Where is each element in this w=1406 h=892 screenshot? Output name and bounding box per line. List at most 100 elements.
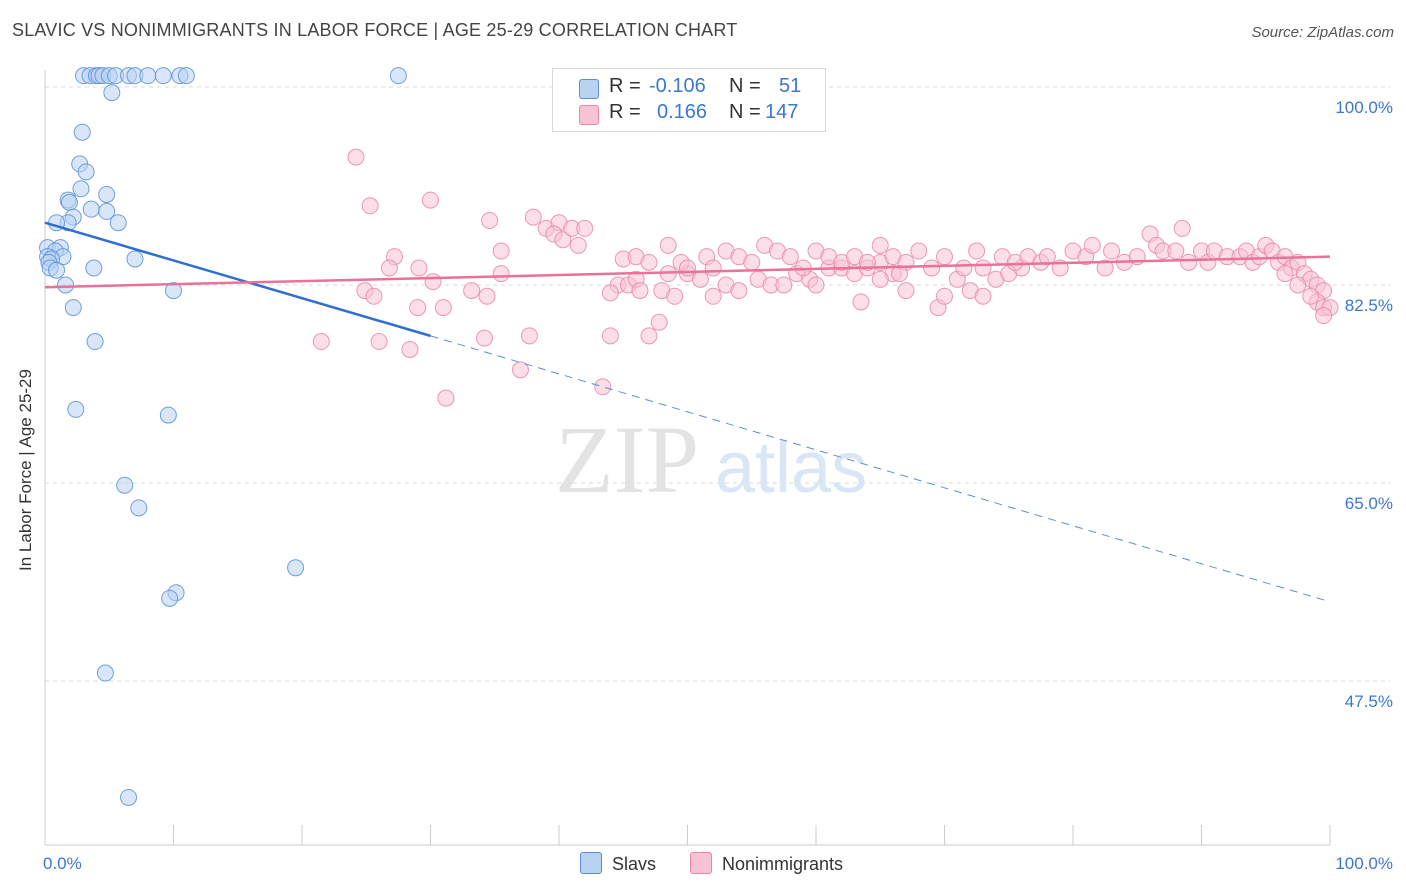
- nonimmigrants-point: [936, 248, 953, 266]
- slavs-trend-extension: [430, 335, 1331, 603]
- nonimmigrants-point: [974, 287, 992, 305]
- slavs-point: [389, 67, 407, 85]
- trend-lines: [44, 221, 1331, 603]
- slavs-point: [126, 250, 144, 268]
- nonimmigrants-point: [807, 276, 825, 294]
- slavs-point: [82, 200, 100, 218]
- slavs-point: [116, 476, 134, 494]
- nonimmigrants-point: [631, 282, 649, 300]
- nonimmigrants-point: [601, 284, 619, 302]
- slavs-point: [109, 214, 127, 232]
- nonimmigrants-point: [1167, 242, 1185, 260]
- nonimmigrants-trend-line: [44, 255, 1331, 289]
- nonimmigrants-point: [1180, 253, 1198, 271]
- slavs-point: [161, 589, 179, 607]
- nonimmigrants-point: [401, 340, 419, 358]
- slavs-point: [120, 788, 138, 806]
- nonimmigrants-point: [1302, 287, 1320, 305]
- x-tick-label-min: 0.0%: [43, 854, 82, 873]
- axes: [44, 70, 1331, 846]
- y-tick-label: 47.5%: [1345, 692, 1393, 711]
- nonimmigrants-point: [1173, 219, 1191, 237]
- nonimmigrants-point: [594, 378, 612, 396]
- nonimmigrants-point: [871, 270, 889, 288]
- nonimmigrants-point: [478, 287, 496, 305]
- y-tick-label: 82.5%: [1345, 296, 1393, 315]
- nonimmigrants-point: [852, 293, 870, 311]
- chart-title: SLAVIC VS NONIMMIGRANTS IN LABOR FORCE |…: [12, 20, 738, 40]
- slavs-point: [72, 180, 90, 198]
- slavs-point: [60, 193, 78, 211]
- legend-row-slavs: R = -0.106 N = 51: [553, 75, 825, 103]
- nonimmigrants-point: [704, 287, 722, 305]
- slavs-point: [85, 259, 103, 277]
- watermark-zip: ZIP: [555, 406, 699, 513]
- nonimmigrants-point: [775, 276, 793, 294]
- nonimmigrants-point: [1083, 236, 1101, 254]
- bottom-legend-slavs: Slavs: [580, 852, 656, 875]
- nonimmigrants-point: [891, 265, 909, 283]
- bottom-legend-swatch-nonimmigrants: [690, 852, 712, 874]
- nonimmigrants-point: [640, 327, 658, 345]
- nonimmigrants-point: [679, 259, 696, 277]
- nonimmigrants-point: [1276, 265, 1294, 283]
- nonimmigrants-point: [475, 329, 493, 347]
- tick-labels: 100.0% 82.5% 65.0% 47.5% 0.0% 100.0%: [43, 98, 1393, 873]
- nonimmigrants-point: [365, 287, 383, 305]
- legend-swatch-nonimmigrants: [579, 105, 599, 125]
- nonimmigrants-point: [601, 327, 619, 345]
- slavs-point: [86, 333, 104, 351]
- nonimmigrants-point: [576, 219, 594, 237]
- slavs-point: [98, 185, 116, 203]
- nonimmigrants-point: [704, 259, 722, 277]
- nonimmigrants-point: [730, 282, 748, 300]
- nonimmigrants-point: [666, 287, 684, 305]
- slavs-point: [103, 84, 121, 102]
- nonimmigrants-point: [569, 236, 587, 254]
- nonimmigrants-point: [936, 287, 953, 305]
- slavs-point: [48, 261, 66, 279]
- bottom-legend-label-nonimmigrants: Nonimmigrants: [722, 854, 844, 874]
- nonimmigrants-point: [955, 259, 973, 277]
- nonimmigrants-point: [1096, 259, 1114, 277]
- nonimmigrants-point: [437, 389, 455, 407]
- nonimmigrants-point: [361, 197, 379, 215]
- nonimmigrants-point: [1103, 242, 1121, 260]
- bottom-legend-swatch-slavs: [580, 852, 602, 874]
- slavs-point: [77, 163, 95, 181]
- slavs-point: [154, 67, 172, 85]
- nonimmigrants-point: [463, 282, 481, 300]
- x-tick-label-max: 100.0%: [1335, 854, 1393, 873]
- nonimmigrants-point: [781, 248, 799, 266]
- nonimmigrants-point: [871, 236, 889, 254]
- legend-n-value: 51: [779, 75, 802, 97]
- nonimmigrants-point: [691, 270, 709, 288]
- nonimmigrants-point: [968, 242, 986, 260]
- series-nonimmigrants: [312, 148, 1339, 407]
- nonimmigrants-point: [923, 259, 941, 277]
- bottom-legend-label-slavs: Slavs: [612, 854, 657, 874]
- slavs-point: [98, 202, 116, 220]
- slavs-point: [177, 67, 195, 85]
- y-tick-label: 65.0%: [1345, 494, 1393, 513]
- legend-r-label: R =: [609, 101, 641, 123]
- nonimmigrants-point: [974, 259, 992, 277]
- y-axis-label: In Labor Force | Age 25-29: [16, 369, 35, 571]
- legend-row-nonimmigrants: R = 0.166 N = 147: [553, 101, 825, 129]
- nonimmigrants-point: [410, 259, 428, 277]
- nonimmigrants-point: [511, 361, 529, 379]
- nonimmigrants-point: [380, 259, 398, 277]
- nonimmigrants-point: [554, 231, 572, 249]
- nonimmigrants-point: [520, 327, 538, 345]
- slavs-point: [165, 282, 182, 300]
- nonimmigrants-point: [434, 299, 452, 317]
- legend: R = -0.106 N = 51 R = 0.166 N = 147: [552, 68, 826, 132]
- slavs-point: [67, 400, 85, 418]
- gridlines: [45, 86, 1390, 682]
- legend-r-value: -0.106: [649, 75, 706, 97]
- slavs-point: [57, 276, 75, 294]
- nonimmigrants-point: [370, 333, 388, 351]
- slavs-point: [130, 499, 148, 517]
- nonimmigrants-point: [409, 299, 427, 317]
